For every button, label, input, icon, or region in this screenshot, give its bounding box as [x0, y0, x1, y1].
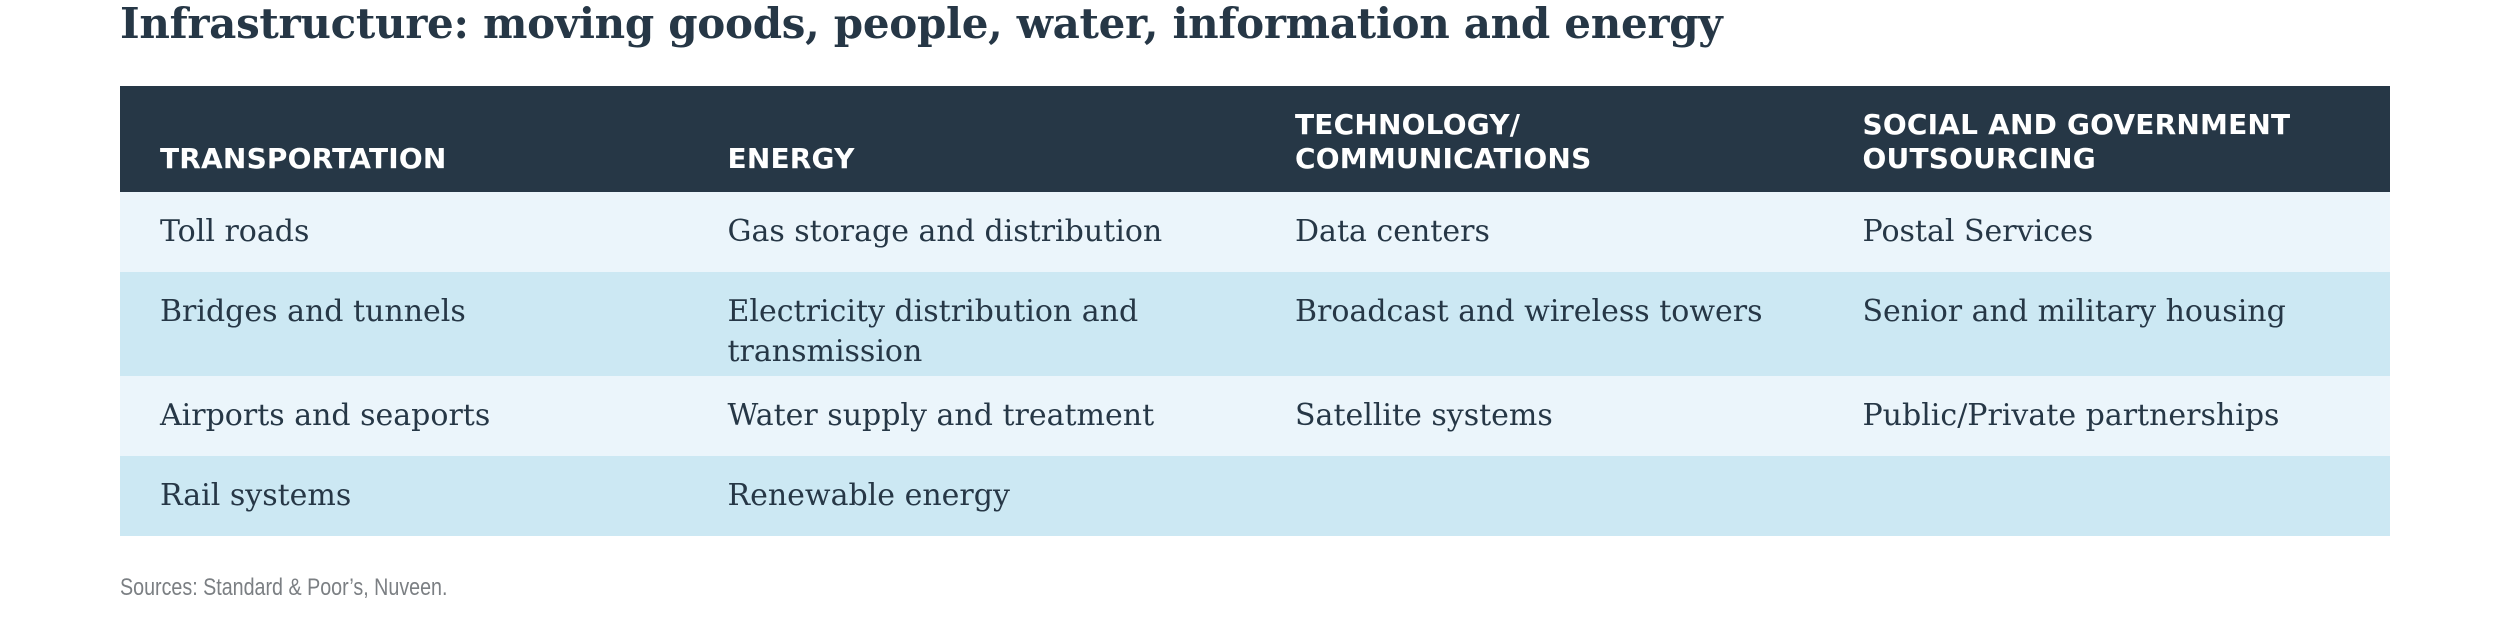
table-cell: Satellite systems [1295, 398, 1553, 433]
header-label: TECHNOLOGY/ COMMUNICATIONS [1295, 108, 1592, 175]
header-label: SOCIAL AND GOVERNMENT OUTSOURCING [1862, 108, 2291, 175]
header-label: TRANSPORTATION [160, 142, 447, 175]
table-cell [1823, 456, 2391, 536]
table-row: Airports and seaports Water supply and t… [120, 376, 2390, 456]
table-header-row: TRANSPORTATION ENERGY TECHNOLOGY/ COMMUN… [120, 86, 2390, 192]
table-cell: Senior and military housing [1862, 294, 2286, 329]
header-social-government-outsourcing: SOCIAL AND GOVERNMENT OUTSOURCING [1823, 86, 2391, 192]
infrastructure-table: TRANSPORTATION ENERGY TECHNOLOGY/ COMMUN… [120, 86, 2390, 536]
table-cell: Bridges and tunnels [160, 294, 466, 329]
table-row: Toll roads Gas storage and distribution … [120, 192, 2390, 272]
table-cell: Gas storage and distribution [727, 214, 1163, 249]
table-cell: Toll roads [160, 214, 310, 249]
header-transportation: TRANSPORTATION [120, 86, 688, 192]
table-cell: Renewable energy [727, 478, 1010, 513]
table-cell: Broadcast and wireless towers [1295, 294, 1763, 329]
table-cell: Water supply and treatment [727, 398, 1155, 433]
page-title: Infrastructure: moving goods, people, wa… [120, 0, 1723, 48]
table-cell: Data centers [1295, 214, 1490, 249]
table-cell: Airports and seaports [160, 398, 491, 433]
header-technology-communications: TECHNOLOGY/ COMMUNICATIONS [1255, 86, 1823, 192]
header-energy: ENERGY [688, 86, 1256, 192]
header-label: ENERGY [727, 142, 855, 175]
table-cell: Electricity distribution and transmissio… [727, 294, 1139, 369]
table-cell: Postal Services [1862, 214, 2094, 249]
table-row: Rail systems Renewable energy [120, 456, 2390, 536]
table-cell: Rail systems [160, 478, 352, 513]
table-cell [1255, 456, 1823, 536]
source-note: Sources: Standard & Poor’s, Nuveen. [120, 574, 448, 601]
table-cell: Public/Private partnerships [1862, 398, 2280, 433]
table-row: Bridges and tunnels Electricity distribu… [120, 272, 2390, 376]
